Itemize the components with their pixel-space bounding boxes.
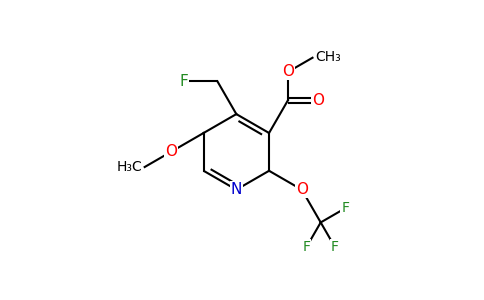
Text: CH₃: CH₃	[316, 50, 341, 64]
Text: O: O	[282, 64, 294, 80]
Text: N: N	[231, 182, 242, 197]
Text: F: F	[302, 240, 311, 254]
Text: O: O	[312, 93, 324, 108]
Text: F: F	[341, 201, 349, 215]
Text: O: O	[165, 144, 177, 159]
Text: H₃C: H₃C	[117, 160, 142, 174]
Text: F: F	[180, 74, 188, 89]
Text: F: F	[331, 240, 339, 254]
Text: O: O	[296, 182, 308, 197]
